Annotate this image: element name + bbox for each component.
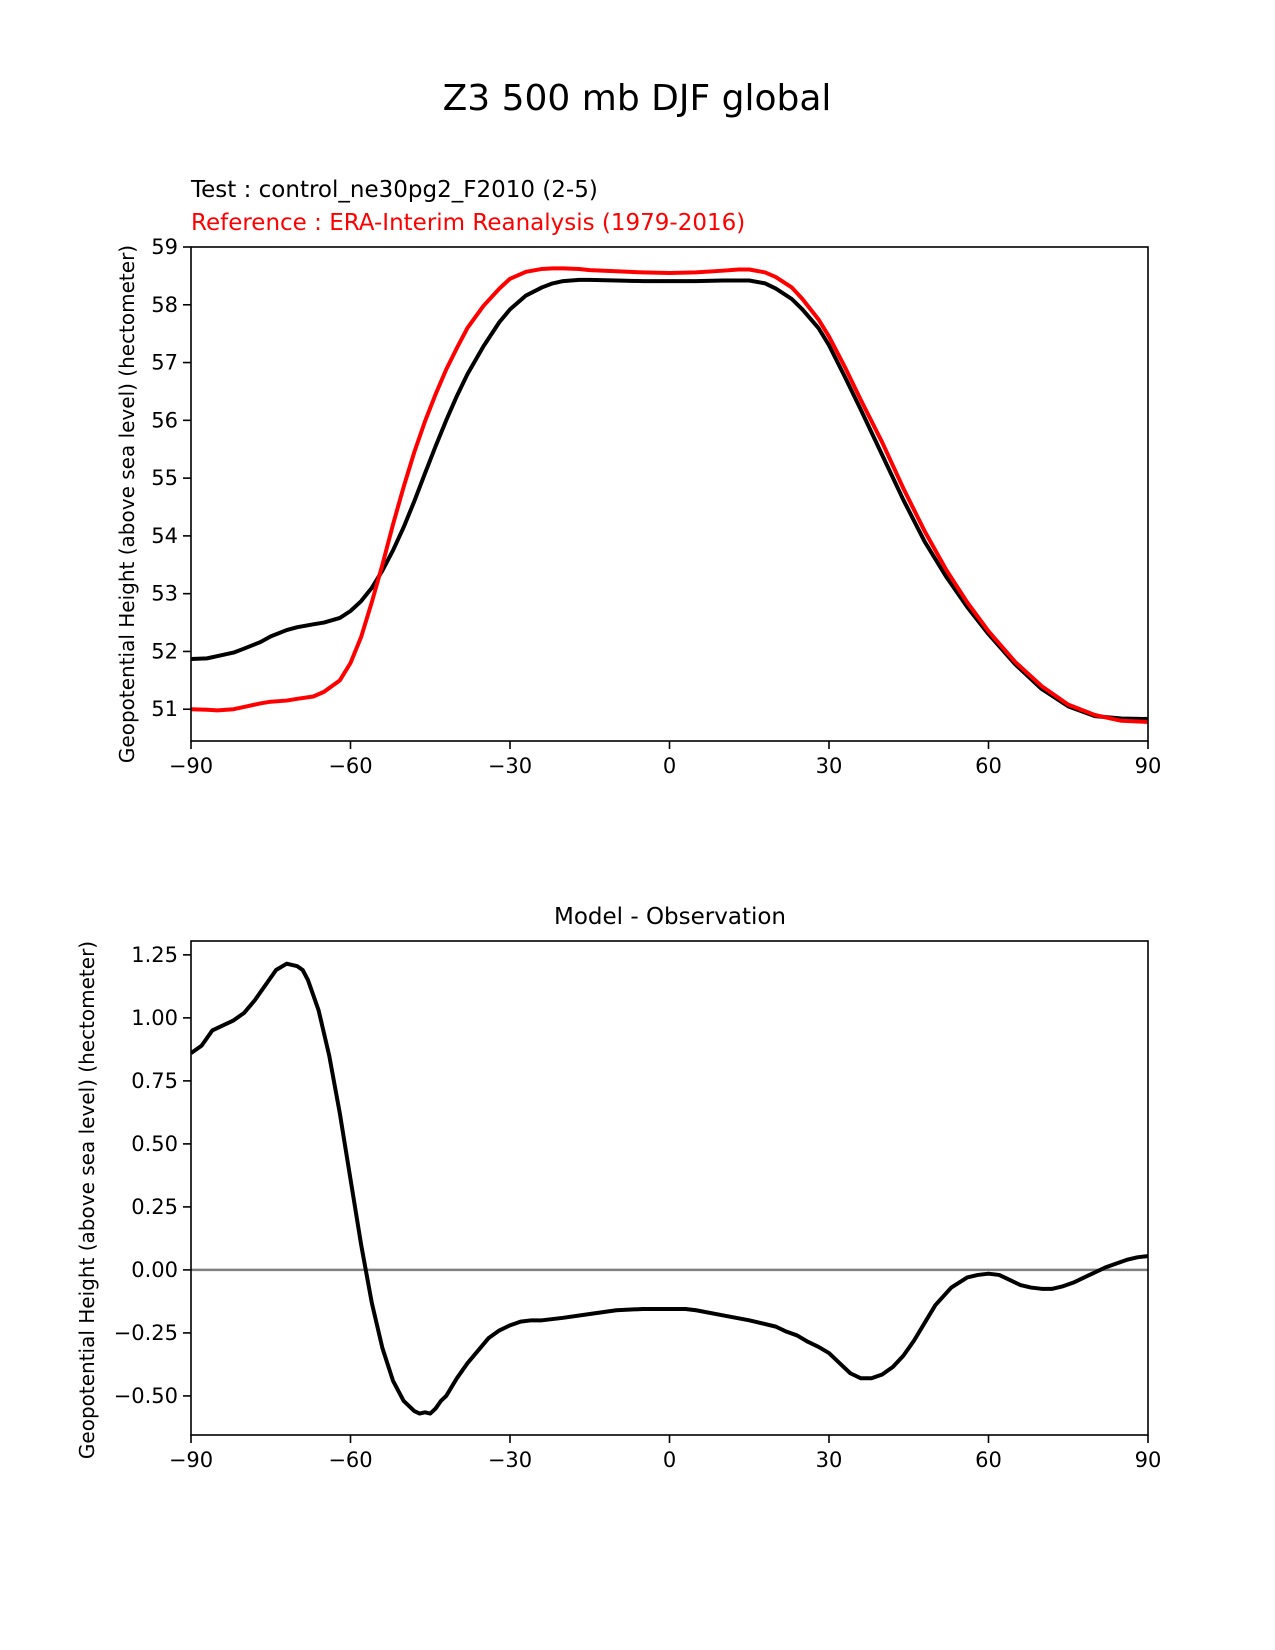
series-line-model-observation bbox=[191, 961, 1148, 1416]
x-tick-label: 30 bbox=[816, 1448, 843, 1472]
y-tick-label: 0.25 bbox=[131, 1195, 178, 1219]
x-tick-label: −30 bbox=[488, 754, 532, 778]
y-tick-label: 56 bbox=[151, 408, 178, 432]
climatology-chart: Test : control_ne30pg2_F2010 (2-5) Refer… bbox=[115, 177, 1161, 778]
x-tick-label: 60 bbox=[975, 754, 1002, 778]
top-plot-area: −90 −60 −30 0 30 60 90 51 52 53 54 55 56 57 58 59 bbox=[151, 235, 1161, 778]
x-tick-label: −30 bbox=[488, 1448, 532, 1472]
bottom-y-axis-label: Geopotential Height (above sea level) (h… bbox=[75, 941, 99, 1459]
y-tick-label: 58 bbox=[151, 293, 178, 317]
y-tick-label: 57 bbox=[151, 351, 178, 375]
y-tick-label: 59 bbox=[151, 235, 178, 259]
x-tick-label: 0 bbox=[663, 754, 676, 778]
x-tick-label: −60 bbox=[328, 754, 372, 778]
x-tick-label: 0 bbox=[663, 1448, 676, 1472]
y-tick-label: 55 bbox=[151, 466, 178, 490]
x-tick-label: −90 bbox=[169, 754, 213, 778]
y-tick-label: −0.50 bbox=[114, 1384, 178, 1408]
y-tick-label: 0.00 bbox=[131, 1258, 178, 1282]
y-tick-label: 54 bbox=[151, 524, 178, 548]
x-tick-label: 60 bbox=[975, 1448, 1002, 1472]
x-tick-label: −60 bbox=[328, 1448, 372, 1472]
y-tick-label: 1.00 bbox=[131, 1006, 178, 1030]
test-label: Test : control_ne30pg2_F2010 (2-5) bbox=[190, 177, 598, 203]
reference-label: Reference : ERA-Interim Reanalysis (1979… bbox=[191, 210, 745, 236]
bottom-plot-area: −90 −60 −30 0 30 60 90 −0.50 −0.25 0.00 0.25 0.50 0.… bbox=[114, 940, 1162, 1472]
y-tick-label: 0.50 bbox=[131, 1132, 178, 1156]
x-tick-label: −90 bbox=[169, 1448, 213, 1472]
x-tick-label: 90 bbox=[1135, 1448, 1162, 1472]
difference-title: Model - Observation bbox=[554, 904, 786, 930]
y-tick-label: 0.75 bbox=[131, 1069, 178, 1093]
figure-suptitle: Z3 500 mb DJF global bbox=[443, 78, 832, 119]
series-line-reference bbox=[191, 266, 1148, 724]
difference-chart: Model - Observation Geopotential Height … bbox=[75, 904, 1161, 1472]
series-line-test bbox=[191, 277, 1148, 722]
x-tick-label: 30 bbox=[816, 754, 843, 778]
y-tick-label: −0.25 bbox=[114, 1321, 178, 1345]
x-tick-label: 90 bbox=[1135, 754, 1162, 778]
y-tick-label: 53 bbox=[151, 582, 178, 606]
y-tick-label: 51 bbox=[151, 697, 178, 721]
y-tick-label: 1.25 bbox=[131, 943, 178, 967]
y-tick-label: 52 bbox=[151, 639, 178, 663]
top-y-axis-label: Geopotential Height (above sea level) (h… bbox=[115, 245, 139, 763]
